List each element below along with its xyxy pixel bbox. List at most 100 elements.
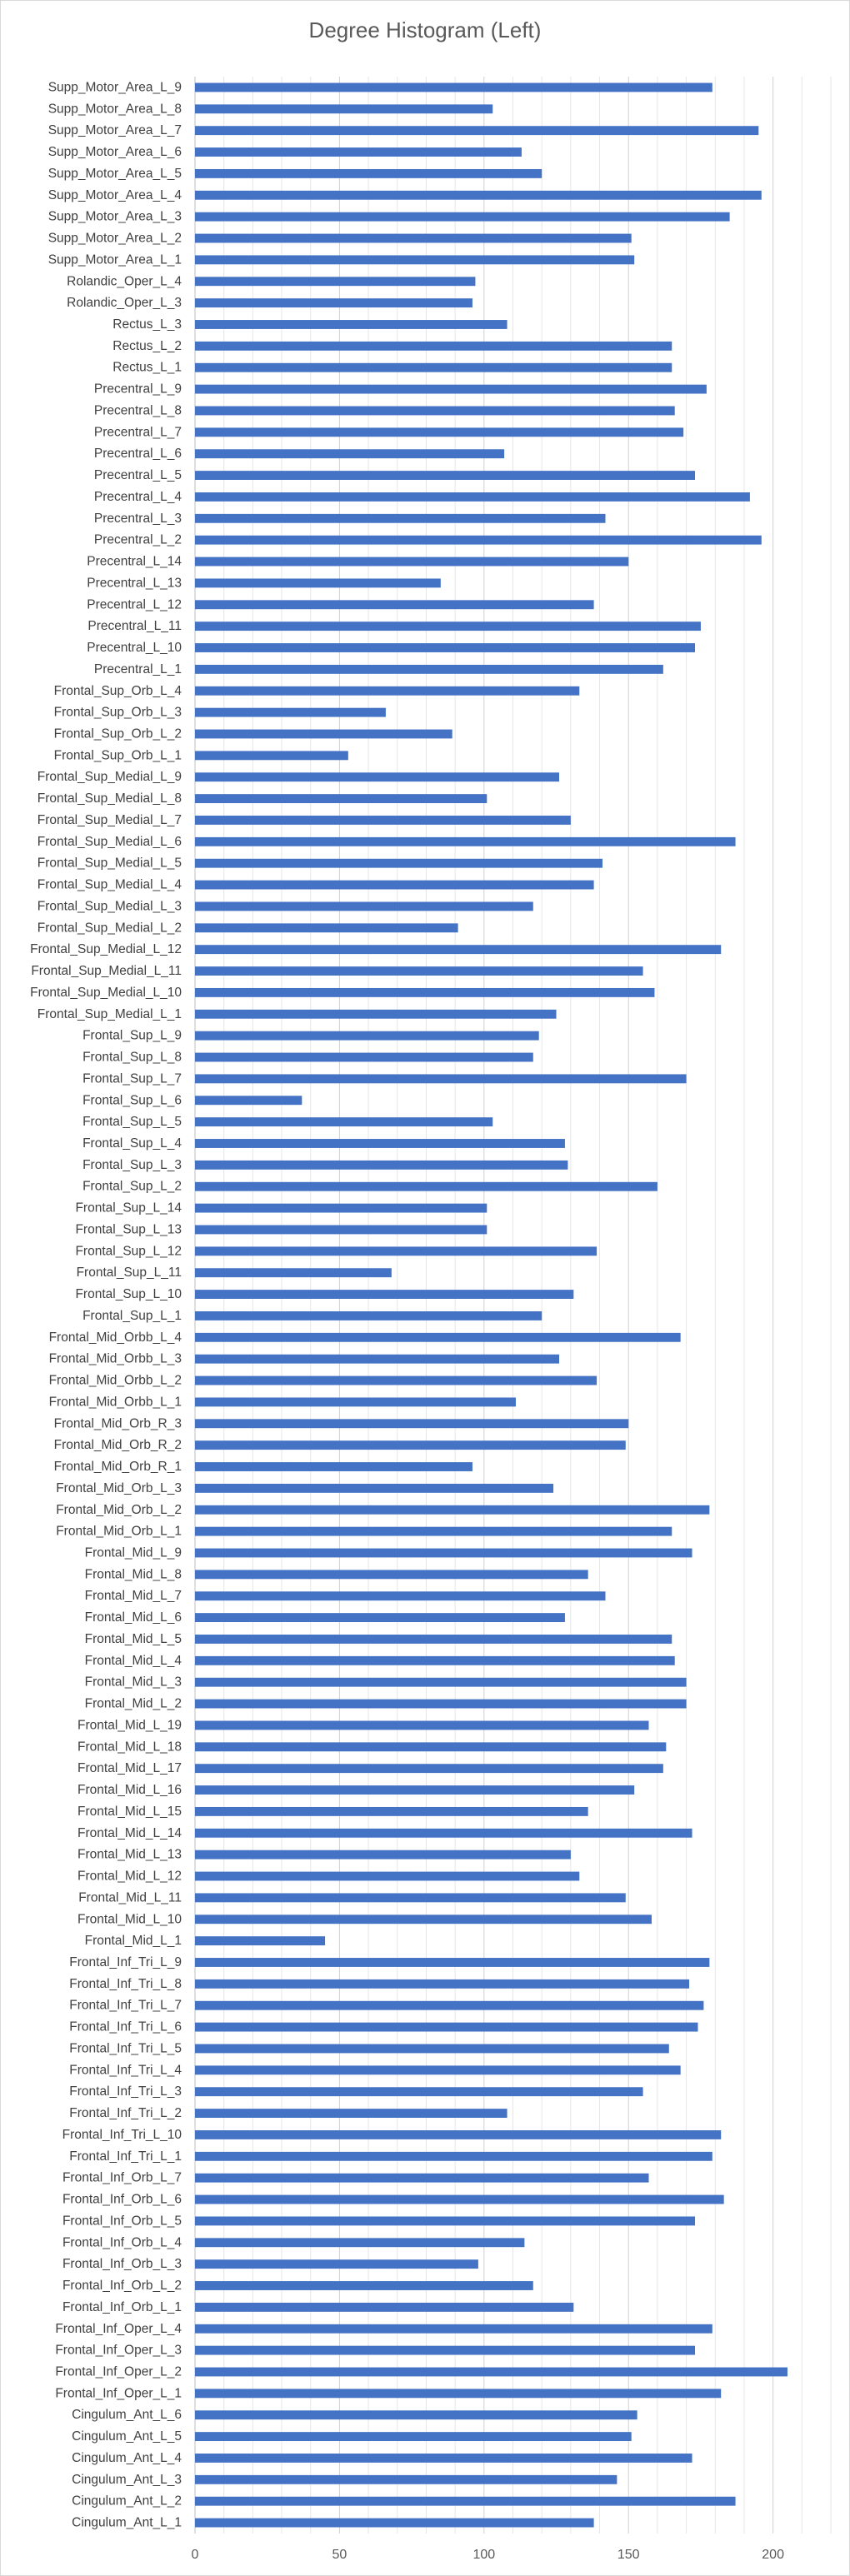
bar (195, 2216, 695, 2226)
category-label: Precentral_L_11 (88, 619, 182, 633)
category-label: Frontal_Sup_L_2 (82, 1180, 182, 1194)
bar (195, 729, 452, 739)
bar (195, 966, 643, 976)
bar (195, 233, 632, 243)
category-label: Frontal_Sup_Medial_L_9 (38, 770, 182, 784)
bar (195, 168, 542, 178)
gridlines (194, 77, 832, 2534)
category-label: Frontal_Sup_L_9 (82, 1029, 182, 1043)
bar (195, 1052, 533, 1062)
chart-title: Degree Histogram (Left) (308, 17, 542, 42)
bar (195, 1311, 542, 1320)
bar (195, 1850, 571, 1860)
bar (195, 1139, 565, 1148)
category-label: Frontal_Mid_L_5 (85, 1632, 182, 1646)
category-label: Precentral_L_13 (87, 576, 182, 590)
bar (195, 1096, 302, 1106)
category-label: Frontal_Inf_Orb_L_6 (62, 2193, 182, 2207)
category-label: Frontal_Mid_Orb_R_2 (54, 1438, 182, 1452)
category-label: Rolandic_Oper_L_3 (67, 296, 182, 310)
category-label: Frontal_Sup_Orb_L_3 (54, 706, 182, 720)
bar (195, 298, 472, 308)
category-label: Frontal_Sup_L_8 (82, 1051, 182, 1065)
bar (195, 1720, 649, 1730)
category-label: Frontal_Sup_Medial_L_7 (38, 813, 182, 827)
bar (195, 2496, 736, 2506)
category-label: Frontal_Sup_Medial_L_2 (38, 921, 182, 935)
category-label: Precentral_L_12 (87, 597, 182, 612)
category-label: Precentral_L_2 (94, 533, 182, 547)
bar (195, 2367, 788, 2377)
category-label: Supp_Motor_Area_L_1 (48, 252, 182, 267)
category-label: Supp_Motor_Area_L_5 (48, 167, 182, 181)
category-label: Supp_Motor_Area_L_3 (48, 210, 182, 224)
bar (195, 1613, 565, 1623)
bar (195, 600, 594, 610)
bar (195, 190, 762, 200)
bar (195, 2454, 692, 2463)
category-label: Cingulum_Ant_L_2 (72, 2494, 182, 2509)
bar (195, 2345, 695, 2355)
category-label: Frontal_Inf_Oper_L_1 (55, 2386, 182, 2400)
category-label: Precentral_L_10 (87, 641, 182, 655)
x-tick-label: 0 (192, 2548, 199, 2562)
category-label: Precentral_L_1 (94, 662, 182, 676)
bar (195, 1181, 658, 1191)
category-label: Frontal_Mid_Orbb_L_3 (49, 1352, 182, 1366)
bar (195, 104, 493, 114)
bar (195, 923, 458, 933)
x-tick-label: 150 (618, 2548, 640, 2562)
category-label: Rectus_L_3 (112, 317, 182, 332)
bar (195, 1699, 687, 1709)
category-label: Frontal_Inf_Orb_L_2 (62, 2279, 182, 2293)
bar (195, 1505, 710, 1515)
bar (195, 880, 594, 890)
bar (195, 2324, 712, 2334)
category-label: Frontal_Inf_Tri_L_8 (69, 1977, 182, 1991)
category-label: Frontal_Inf_Orb_L_7 (62, 2171, 182, 2185)
category-label: Frontal_Mid_L_18 (78, 1740, 182, 1754)
bar (195, 2109, 508, 2118)
bar (195, 2432, 632, 2442)
category-label: Cingulum_Ant_L_6 (72, 2408, 182, 2422)
category-label: Frontal_Mid_L_1 (85, 1934, 182, 1948)
bar (195, 212, 730, 222)
category-label: Frontal_Inf_Tri_L_2 (69, 2106, 182, 2120)
bar (195, 2087, 643, 2097)
bar (195, 1225, 488, 1235)
category-label: Frontal_Inf_Tri_L_1 (69, 2149, 182, 2164)
bar (195, 1483, 554, 1493)
bar (195, 2065, 681, 2075)
bar (195, 622, 701, 632)
bar (195, 794, 488, 804)
category-label: Precentral_L_3 (94, 512, 182, 526)
bar (195, 2173, 649, 2183)
bar (195, 2238, 525, 2248)
category-label: Frontal_Inf_Orb_L_4 (62, 2235, 182, 2249)
category-label: Frontal_Mid_L_7 (85, 1589, 182, 1603)
category-label: Cingulum_Ant_L_5 (72, 2429, 182, 2444)
bar (195, 816, 571, 825)
bar (195, 1828, 692, 1838)
bar (195, 1526, 672, 1536)
category-label: Frontal_Mid_L_16 (78, 1783, 182, 1797)
category-label: Supp_Motor_Area_L_2 (48, 232, 182, 246)
category-label: Frontal_Inf_Tri_L_7 (69, 1999, 182, 2013)
bar (195, 427, 684, 437)
bar (195, 277, 476, 287)
category-label: Frontal_Inf_Orb_L_1 (62, 2300, 182, 2314)
bar (195, 664, 663, 674)
category-label: Cingulum_Ant_L_4 (72, 2451, 182, 2465)
category-label: Frontal_Sup_Medial_L_11 (31, 964, 182, 978)
category-label: Cingulum_Ant_L_1 (72, 2516, 182, 2530)
bar (195, 901, 533, 911)
category-label: Frontal_Mid_Orb_L_1 (56, 1525, 182, 1539)
category-label: Frontal_Sup_L_1 (82, 1309, 182, 1323)
category-label: Precentral_L_8 (94, 403, 182, 417)
category-label: Frontal_Mid_Orb_R_1 (54, 1460, 182, 1474)
bar (195, 858, 603, 868)
category-label: Frontal_Sup_Medial_L_4 (38, 878, 182, 892)
category-label: Frontal_Mid_Orbb_L_1 (49, 1395, 182, 1409)
bar (195, 1354, 559, 1364)
